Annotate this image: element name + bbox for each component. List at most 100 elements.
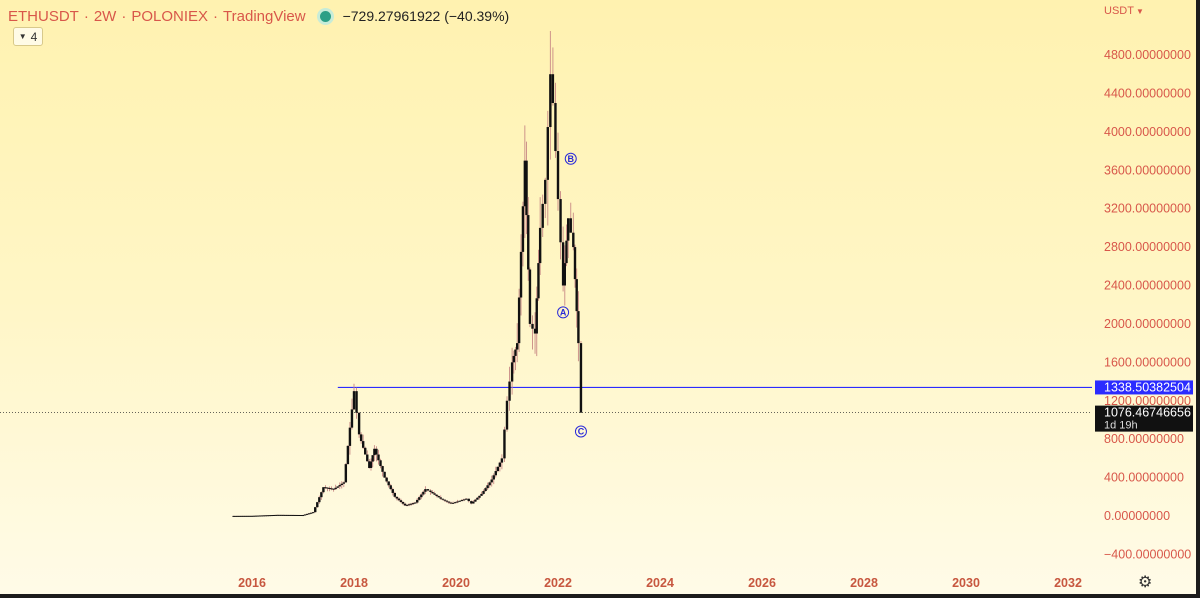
candle-body [368,461,371,468]
candle-body [264,515,267,517]
candle-body [340,483,343,486]
indicators-collapse-button[interactable]: ▼ 4 [13,27,43,46]
candle-body [286,514,289,516]
x-tick-label: 2028 [850,576,878,590]
wave-label: C [578,427,585,437]
candle-body [439,497,442,499]
candle-body [458,500,461,502]
candle-body [563,263,566,286]
candle-body [322,487,325,493]
candle-body [575,279,578,312]
candle-body [314,507,317,513]
candle-body [232,515,235,517]
candle-body [297,514,301,516]
candle-body [348,427,352,446]
candle-body [385,477,388,482]
candle-body [391,489,394,493]
candle-body [284,514,287,516]
candle-body [387,481,390,486]
candle-body [373,448,376,456]
x-tick-label: 2024 [646,576,674,590]
candle-body [546,127,549,180]
gear-icon[interactable]: ⚙ [1138,574,1153,591]
y-tick-label: 4800.00000000 [1104,48,1191,62]
candle-body [401,501,405,504]
x-tick-label: 2030 [952,576,980,590]
y-tick-label: 2400.00000000 [1104,279,1191,293]
symbol-label[interactable]: ETHUSDT [8,7,79,25]
candle-body [242,515,246,517]
candle-body [494,471,497,476]
candle-body [288,514,291,516]
candle-body [505,400,509,430]
x-tick-label: 2032 [1054,576,1082,590]
candle-body [492,475,495,480]
candle-body [541,203,544,228]
wave-label-circle[interactable] [557,306,570,319]
candle-body [567,218,570,241]
y-tick-label: 800.00000000 [1104,432,1184,446]
candle-body [500,458,504,463]
candle-body [361,441,365,448]
candle-body [244,515,248,517]
wave-label: A [560,308,567,318]
candle-body [437,496,440,498]
candle-body [551,74,555,104]
candle-body [366,454,369,462]
currency-selector[interactable]: USDT ▼ [1104,5,1144,17]
candle-body [465,498,468,500]
candle-body [503,429,506,459]
candle-body [516,343,519,350]
candle-body [460,500,464,502]
interval-label[interactable]: 2W [93,7,117,25]
line-price-tag [1095,380,1193,395]
y-tick-label: 4000.00000000 [1104,125,1191,139]
candle-body [472,501,475,504]
chart-header: ETHUSDT · 2W · POLONIEX · TradingView −7… [8,7,509,25]
candle-body [316,502,319,508]
candle-body [395,496,399,499]
separator: · [83,7,89,25]
candle-body [414,502,417,504]
exchange-label: POLONIEX [131,7,209,25]
candle-body [377,454,380,461]
separator: · [213,7,219,25]
candle-body [344,464,348,483]
candle-body [512,355,515,363]
candle-body [246,515,250,517]
candle-body [527,215,530,270]
candle-body [523,160,527,207]
candle-body [280,514,283,516]
candle-body [431,491,434,494]
y-tick-label: 4400.00000000 [1104,86,1191,100]
candle-body [355,391,358,413]
candle-body [301,515,305,517]
candle-body [519,251,523,298]
separator: · [121,7,127,25]
wave-label-circle[interactable] [564,152,577,165]
candle-body [435,494,438,497]
candle-body [498,462,502,467]
candle-body [416,499,419,503]
candle-body [346,445,350,465]
candle-body [486,485,489,489]
candle-body [556,151,560,200]
y-tick-label: 1200.00000000 [1104,394,1191,408]
candle-body [478,495,481,498]
candle-body [433,493,436,495]
indicator-count: 4 [30,29,38,44]
candle-body [270,515,273,517]
candle-body [426,489,430,491]
chevron-down-icon: ▼ [18,32,27,41]
candle-body [549,74,552,128]
candle-body [330,488,333,490]
current-price-label: 1076.46746656 [1104,406,1191,420]
candle-body [268,515,271,517]
candle-body [359,434,363,442]
candle-body [572,232,575,248]
candle-body [508,381,511,401]
candle-body [565,240,568,264]
wave-label-circle[interactable] [574,425,587,438]
y-tick-label: 0.00000000 [1104,509,1170,523]
